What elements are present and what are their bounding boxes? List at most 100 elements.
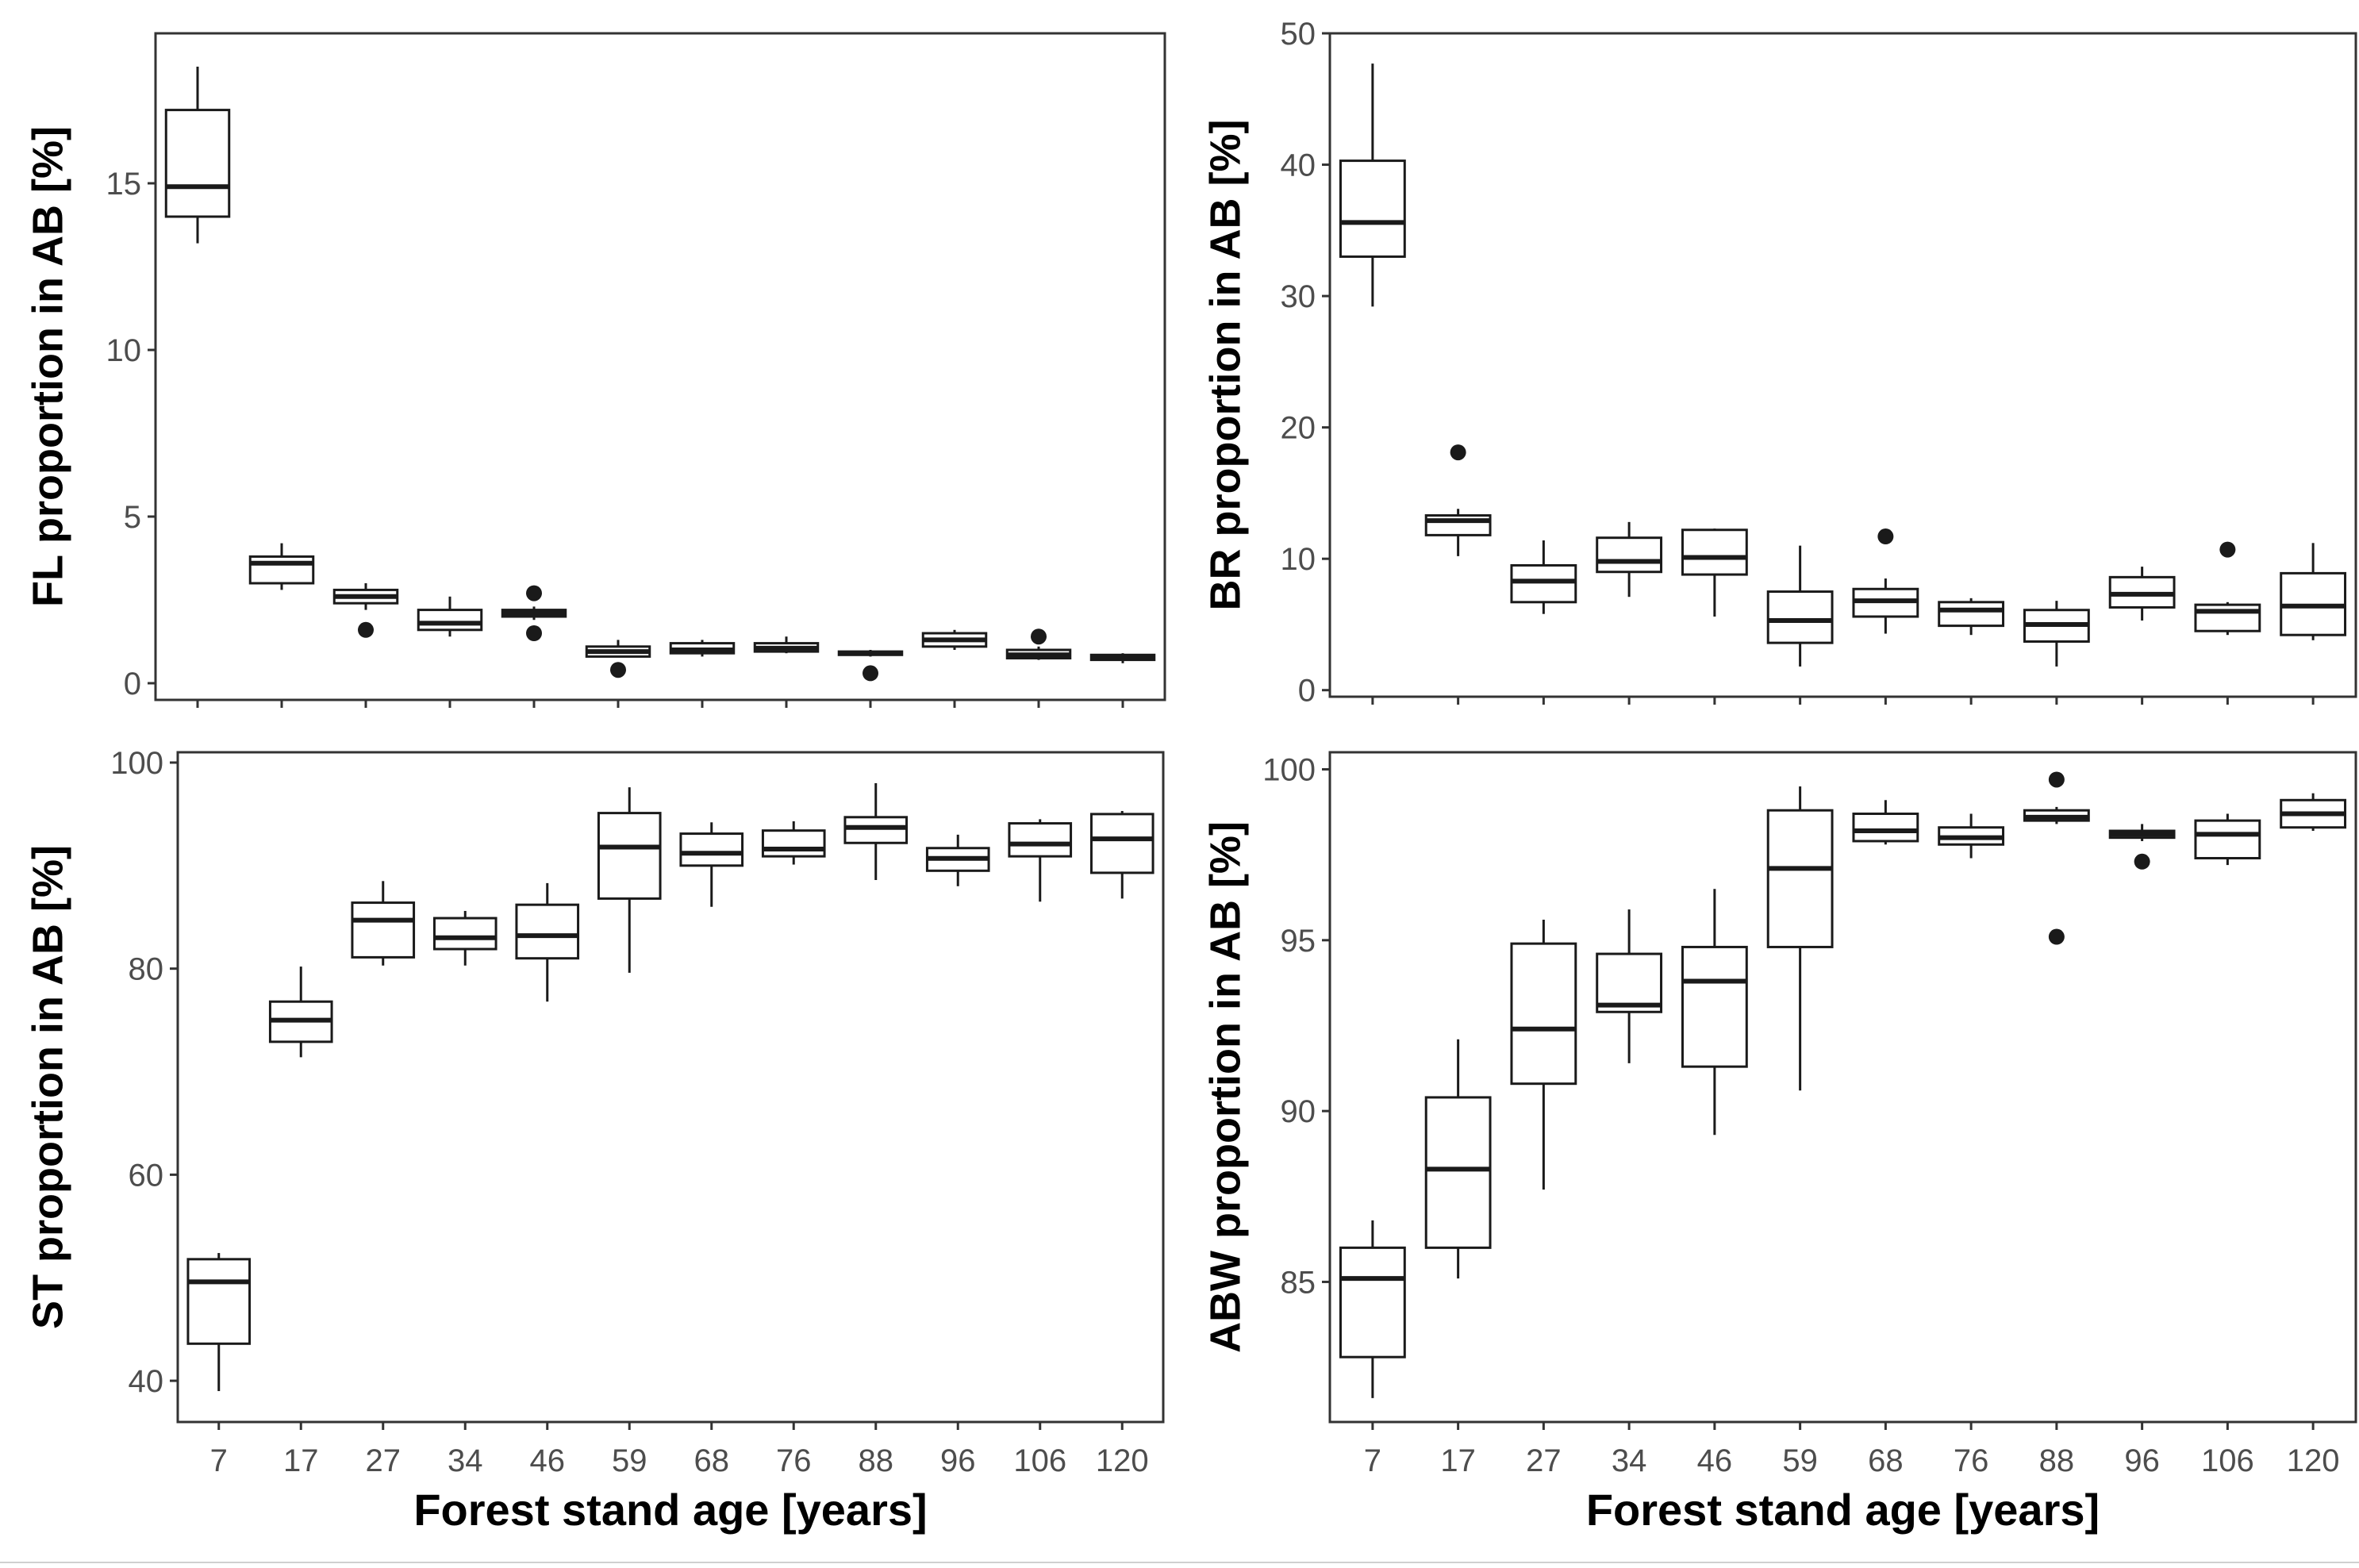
abw-iqr-box xyxy=(1424,1096,1492,1249)
st-box-68 xyxy=(679,822,744,907)
br-y-axis-title: BR proportion in AB [%] xyxy=(1201,120,1249,611)
abw-box-17 xyxy=(1424,1039,1492,1279)
fl-iqr-box xyxy=(417,609,483,632)
abw-y-axis-title: ABW proportion in AB [%] xyxy=(1201,821,1249,1353)
fl-y-tick-label: 15 xyxy=(106,167,142,202)
st-y-tick-label: 100 xyxy=(110,746,163,781)
fl-panel: 0 5 10 15 FL proportion in AB [%] xyxy=(24,32,1166,708)
br-box-120 xyxy=(2280,543,2347,640)
abw-panel-border xyxy=(1328,751,2357,1424)
st-x-tick-label: 120 xyxy=(1096,1443,1149,1478)
abw-box-7 xyxy=(1339,1220,1406,1398)
st-x-tick-label: 27 xyxy=(366,1443,401,1478)
st-panel: 40 60 80 100 7 17 27 34 46 59 68 76 88 96 106 120 ST pro… xyxy=(24,746,1165,1535)
abw-x-tick-label: 34 xyxy=(1612,1443,1647,1478)
st-box-96 xyxy=(925,834,990,886)
abw-x-tick-label: 27 xyxy=(1526,1443,1562,1478)
fl-iqr-box xyxy=(164,109,231,218)
st-iqr-box xyxy=(843,816,909,844)
br-iqr-box xyxy=(2194,603,2261,632)
abw-x-axis-title: Forest stand age [years] xyxy=(1586,1485,2100,1535)
st-x-tick-label: 17 xyxy=(283,1443,319,1478)
abw-iqr-box xyxy=(1852,813,1919,843)
st-iqr-box xyxy=(515,903,580,960)
br-box-76 xyxy=(1938,598,2005,636)
abw-box-120 xyxy=(2280,793,2347,832)
st-x-axis-title: Forest stand age [years] xyxy=(413,1485,927,1535)
st-y-tick-label: 80 xyxy=(129,952,164,987)
br-iqr-box xyxy=(1339,159,1406,258)
st-iqr-box xyxy=(679,832,744,867)
fl-box-68 xyxy=(669,640,736,657)
st-iqr-box xyxy=(1008,822,1073,858)
br-y-tick-label: 20 xyxy=(1281,411,1316,446)
st-iqr-box xyxy=(186,1258,252,1345)
br-box-88 xyxy=(2023,601,2090,667)
st-box-59 xyxy=(597,787,662,973)
br-y-tick-label: 10 xyxy=(1281,542,1316,577)
st-box-88 xyxy=(843,782,909,881)
fl-outlier-point xyxy=(526,625,542,641)
st-box-34 xyxy=(432,910,498,966)
abw-iqr-box xyxy=(1339,1246,1406,1359)
br-box-59 xyxy=(1766,545,1834,667)
abw-outlier-point xyxy=(2048,771,2065,788)
abw-x-tick-label: 46 xyxy=(1697,1443,1733,1478)
abw-box-59 xyxy=(1766,786,1834,1091)
fl-box-59 xyxy=(585,640,651,678)
abw-x-tick-label: 76 xyxy=(1954,1443,1989,1478)
st-x-tick-label: 88 xyxy=(859,1443,894,1478)
st-iqr-box xyxy=(351,901,416,959)
st-box-7 xyxy=(186,1253,252,1392)
fl-y-tick-label: 10 xyxy=(106,333,142,368)
br-box-106 xyxy=(2194,541,2261,636)
abw-y-tick-label: 100 xyxy=(1262,753,1316,788)
br-iqr-box xyxy=(1938,601,2005,628)
st-iqr-box xyxy=(597,812,662,900)
fl-box-88 xyxy=(837,650,904,682)
abw-box-34 xyxy=(1596,909,1663,1063)
br-panel-border xyxy=(1328,32,2357,698)
st-panel-border xyxy=(176,751,1165,1424)
abw-y-tick-label: 85 xyxy=(1281,1265,1316,1300)
fl-box-106 xyxy=(1005,628,1072,660)
abw-iqr-box xyxy=(1510,942,1577,1086)
abw-x-tick-label: 96 xyxy=(2124,1443,2160,1478)
abw-iqr-box xyxy=(1766,809,1834,948)
br-y-tick-label: 50 xyxy=(1281,17,1316,52)
fl-y-tick-label: 0 xyxy=(124,667,141,701)
st-iqr-box xyxy=(432,917,498,951)
abw-y-tick-label: 95 xyxy=(1281,924,1316,959)
br-outlier-point xyxy=(1877,528,1894,545)
st-x-tick-label: 7 xyxy=(210,1443,228,1478)
fl-panel-border xyxy=(154,32,1166,701)
br-outlier-point xyxy=(1450,444,1466,461)
br-y-tick-label: 40 xyxy=(1281,148,1316,183)
br-iqr-box xyxy=(1681,528,1748,576)
br-iqr-box xyxy=(1596,536,1663,574)
st-x-tick-label: 59 xyxy=(612,1443,647,1478)
st-iqr-box xyxy=(761,829,826,858)
fl-box-46 xyxy=(501,585,567,641)
abw-outlier-point xyxy=(2134,853,2150,870)
st-box-17 xyxy=(268,967,333,1058)
st-y-tick-label: 60 xyxy=(129,1158,164,1193)
br-panel: 0 10 20 30 40 50 BR proportion in AB [%] xyxy=(1201,17,2357,709)
br-iqr-box xyxy=(1510,563,1577,604)
br-y-tick-label: 30 xyxy=(1281,279,1316,314)
abw-box-88 xyxy=(2023,771,2090,945)
br-box-34 xyxy=(1596,521,1663,598)
abw-x-tick-label: 106 xyxy=(2201,1443,2254,1478)
st-x-tick-label: 96 xyxy=(940,1443,976,1478)
bottom-divider xyxy=(0,1562,2359,1563)
abw-y-tick-label: 90 xyxy=(1281,1094,1316,1129)
br-box-68 xyxy=(1852,528,1919,634)
st-box-76 xyxy=(761,821,826,865)
abw-box-27 xyxy=(1510,920,1577,1190)
fl-outlier-point xyxy=(610,662,626,678)
abw-iqr-box xyxy=(1596,952,1663,1013)
fl-box-96 xyxy=(921,629,988,650)
st-x-tick-label: 76 xyxy=(776,1443,812,1478)
st-y-tick-label: 40 xyxy=(129,1364,164,1399)
fl-box-76 xyxy=(753,636,820,654)
